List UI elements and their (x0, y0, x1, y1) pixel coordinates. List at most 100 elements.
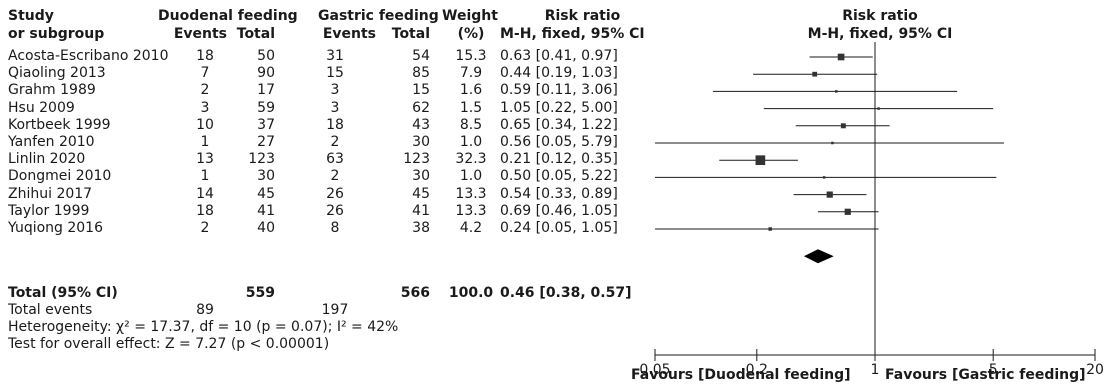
study-weight: 1.5 (459, 99, 483, 116)
study-point (812, 71, 818, 77)
plot-title: Risk ratio (842, 8, 918, 24)
study-d-total: 123 (248, 151, 275, 168)
study-g-events: 3 (330, 82, 340, 99)
study-weight: 7.9 (459, 65, 483, 82)
study-weight: 15.3 (455, 48, 487, 64)
header-study: Study (8, 8, 54, 24)
study-weight: 4.2 (459, 220, 483, 236)
study-d-total: 90 (257, 65, 275, 82)
header-g-events: Events (322, 26, 376, 42)
study-rr-text: 0.63 [0.41, 0.97] (500, 48, 618, 64)
study-g-events: 18 (326, 116, 344, 133)
study-name: Dongmei 2010 (8, 168, 112, 185)
pooled-diamond (803, 249, 834, 264)
study-weight: 8.5 (459, 116, 483, 133)
overall-weight: 100.0 (448, 285, 494, 301)
x-tick-label: 0.2 (746, 362, 768, 378)
study-g-total: 30 (412, 134, 430, 150)
study-point (755, 155, 766, 166)
study-g-total: 41 (412, 202, 430, 219)
study-d-events: 14 (196, 185, 214, 202)
study-rr-text: 0.24 [0.05, 1.05] (500, 220, 618, 236)
study-g-total: 54 (412, 48, 430, 64)
study-d-total: 40 (257, 220, 275, 236)
study-weight: 13.3 (455, 202, 487, 219)
study-g-total: 43 (412, 116, 430, 133)
study-name: Zhihui 2017 (8, 185, 93, 202)
study-point (844, 208, 851, 215)
study-g-total: 30 (412, 168, 430, 185)
study-name: Hsu 2009 (8, 99, 75, 116)
study-rr-text: 0.65 [0.34, 1.22] (500, 116, 618, 133)
total-d-events: 89 (196, 302, 214, 318)
study-name: Yanfen 2010 (8, 134, 95, 150)
study-point (877, 107, 880, 110)
study-d-events: 18 (196, 48, 214, 64)
study-d-total: 59 (257, 99, 275, 116)
study-d-total: 27 (257, 134, 275, 150)
study-rr-text: 0.44 [0.19, 1.03] (500, 65, 618, 82)
header-weight: Weight (442, 8, 498, 24)
study-rr-text: 1.05 [0.22, 5.00] (500, 99, 618, 116)
study-g-total: 38 (412, 220, 430, 236)
header-gastric: Gastric feeding (318, 8, 439, 24)
study-weight: 1.0 (459, 134, 483, 150)
study-g-events: 2 (330, 134, 340, 150)
study-point (840, 123, 846, 129)
study-point (835, 90, 838, 93)
x-tick-label: 0.05 (639, 362, 670, 378)
study-g-events: 3 (330, 99, 340, 116)
overall-rr: 0.46 [0.38, 0.57] (500, 285, 632, 301)
study-weight: 32.3 (455, 151, 487, 168)
study-name: Grahm 1989 (8, 82, 96, 99)
study-name: Acosta-Escribano 2010 (8, 48, 169, 64)
header-g-total: Total (391, 26, 430, 42)
header-d-events: Events (173, 26, 227, 42)
study-g-total: 62 (412, 99, 430, 116)
x-tick-label: 5 (989, 362, 998, 378)
study-d-total: 41 (257, 202, 275, 219)
study-d-total: 30 (257, 168, 275, 185)
x-tick-label: 1 (871, 362, 880, 378)
study-g-events: 2 (330, 168, 340, 185)
study-g-events: 15 (326, 65, 344, 82)
study-rr-text: 0.21 [0.12, 0.35] (500, 151, 618, 168)
study-d-events: 13 (196, 151, 214, 168)
study-name: Kortbeek 1999 (8, 116, 111, 133)
overall-label: Total (95% CI) (8, 285, 118, 301)
overall-effect-text: Test for overall effect: Z = 7.27 (p < 0… (8, 336, 330, 352)
total-events-label: Total events (8, 302, 93, 318)
study-g-events: 26 (326, 185, 344, 202)
study-d-total: 17 (257, 82, 275, 99)
study-d-total: 37 (257, 116, 275, 133)
study-g-total: 15 (412, 82, 430, 99)
study-d-events: 18 (196, 202, 214, 219)
study-d-events: 1 (200, 168, 210, 185)
study-d-events: 10 (196, 116, 214, 133)
study-rr-text: 0.54 [0.33, 0.89] (500, 185, 618, 202)
total-g-events: 197 (321, 302, 349, 318)
study-g-total: 45 (412, 185, 430, 202)
study-g-total: 123 (403, 151, 430, 168)
study-d-events: 2 (200, 82, 210, 99)
header-duodenal: Duodenal feeding (158, 8, 298, 24)
study-rr-text: 0.69 [0.46, 1.05] (500, 202, 618, 219)
header-subgroup: or subgroup (8, 26, 105, 42)
study-rr-text: 0.50 [0.05, 5.22] (500, 168, 618, 185)
study-name: Qiaoling 2013 (8, 65, 106, 82)
study-g-events: 63 (326, 151, 344, 168)
study-d-events: 2 (200, 220, 210, 236)
study-d-events: 3 (200, 99, 210, 116)
study-g-events: 26 (326, 202, 344, 219)
study-point (768, 227, 772, 231)
study-rr-text: 0.59 [0.11, 3.06] (500, 82, 618, 99)
study-weight: 1.6 (459, 82, 483, 99)
overall-d-total: 559 (245, 285, 275, 301)
study-weight: 13.3 (455, 185, 487, 202)
study-point (822, 176, 826, 179)
favours-right-label: Favours [Gastric feeding] (885, 367, 1086, 383)
x-tick-label: 20 (1086, 362, 1104, 378)
plot-method: M-H, fixed, 95% CI (807, 26, 953, 42)
study-name: Linlin 2020 (8, 151, 86, 168)
